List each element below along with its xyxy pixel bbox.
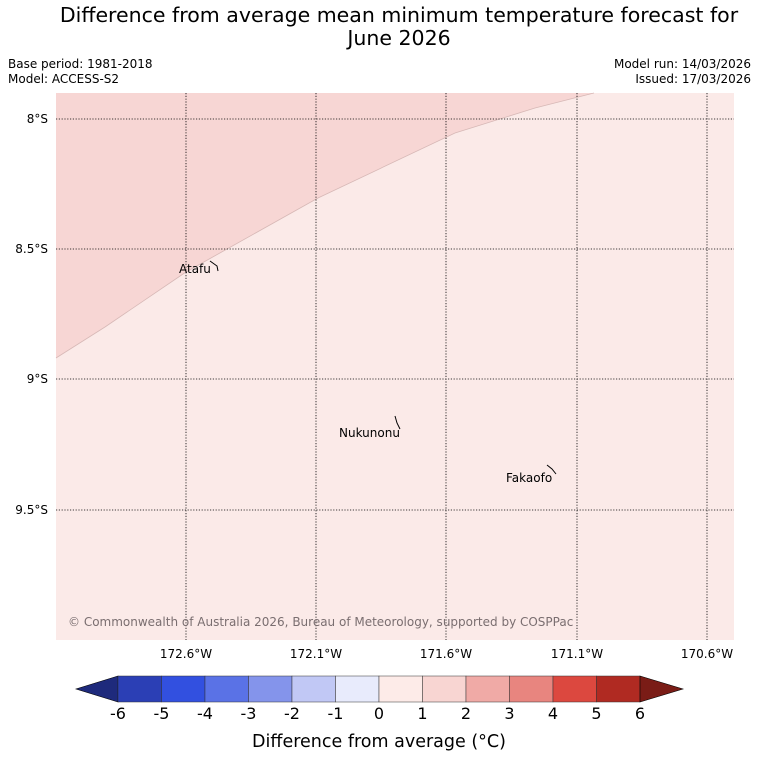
colorbar-tick-label: -1 (327, 704, 344, 723)
colorbar-tick-label: -6 (110, 704, 126, 723)
colorbar-segment (596, 675, 641, 703)
colorbar-segment (117, 675, 162, 703)
colorbar-label: Difference from average (°C) (252, 732, 506, 752)
colorbar (74, 675, 685, 703)
colorbar-extend-high (639, 675, 685, 703)
colorbar-segment (422, 675, 467, 703)
model-run: Model run: 14/03/2026 (613, 57, 751, 71)
lon-label-171-1w: 171.1°W (550, 647, 604, 661)
place-label-atafu: Atafu (179, 262, 211, 276)
colorbar-extend-low (74, 675, 119, 703)
meta-right: Model run: 14/03/2026 Issued: 17/03/2026 (614, 57, 751, 87)
place-label-nukunonu: Nukunonu (339, 426, 400, 440)
colorbar-tick-label: 0 (373, 704, 385, 723)
colorbar-tick-label: 2 (460, 704, 472, 723)
place-label-fakaofo: Fakaofo (506, 471, 553, 485)
colorbar-tick-label: 3 (504, 704, 515, 723)
colorbar-tick-label: -2 (284, 704, 300, 723)
colorbar-segment (509, 675, 554, 703)
contour-line (55, 92, 595, 359)
lon-label-171-6w: 171.6°W (419, 647, 473, 661)
lon-label-170-6w: 170.6°W (680, 647, 734, 661)
colorbar-segment (248, 675, 293, 703)
colorbar-tick-label: 6 (634, 704, 646, 723)
lon-label-172-1w: 172.1°W (289, 647, 343, 661)
lat-label-9-5s: 9.5°S (15, 503, 48, 517)
colorbar-segment (465, 675, 510, 703)
atafu-atoll-shape (209, 260, 219, 272)
copyright-notice: © Commonwealth of Australia 2026, Bureau… (68, 615, 574, 629)
meta-left: Base period: 1981-2018 Model: ACCESS-S2 (8, 57, 153, 87)
lat-label-8-5s: 8.5°S (15, 242, 48, 256)
atoll-outlines (209, 260, 557, 475)
lat-label-9s: 9°S (26, 372, 48, 386)
colorbar-segment (161, 675, 206, 703)
colorbar-tick-label: 1 (417, 704, 428, 723)
colorbar-tick-label: -4 (197, 704, 213, 723)
issued-date: Issued: 17/03/2026 (635, 72, 751, 86)
lat-label-8s: 8°S (26, 112, 48, 126)
colorbar-segment (552, 675, 597, 703)
colorbar-segment (204, 675, 249, 703)
colorbar-tick-label: -3 (240, 704, 257, 723)
colorbar-segment (335, 675, 380, 703)
model-name: Model: ACCESS-S2 (8, 72, 120, 86)
lon-label-172-6w: 172.6°W (159, 647, 213, 661)
title-line-1: Difference from average mean minimum tem… (59, 3, 739, 27)
map-title: Difference from average mean minimum tem… (0, 4, 758, 50)
fakaofo-atoll-shape (546, 464, 557, 475)
nukunonu-atoll-shape (394, 415, 401, 430)
colorbar-segment (291, 675, 336, 703)
colorbar-tick-label: 5 (591, 704, 602, 723)
colorbar-tick-label: -5 (153, 704, 170, 723)
colorbar-tick-label: 4 (547, 704, 559, 723)
title-line-2: June 2026 (347, 26, 451, 50)
base-period: Base period: 1981-2018 (8, 57, 153, 71)
colorbar-segment (378, 675, 423, 703)
grid-lines (56, 93, 734, 640)
region-anomaly-1-2 (56, 93, 594, 358)
